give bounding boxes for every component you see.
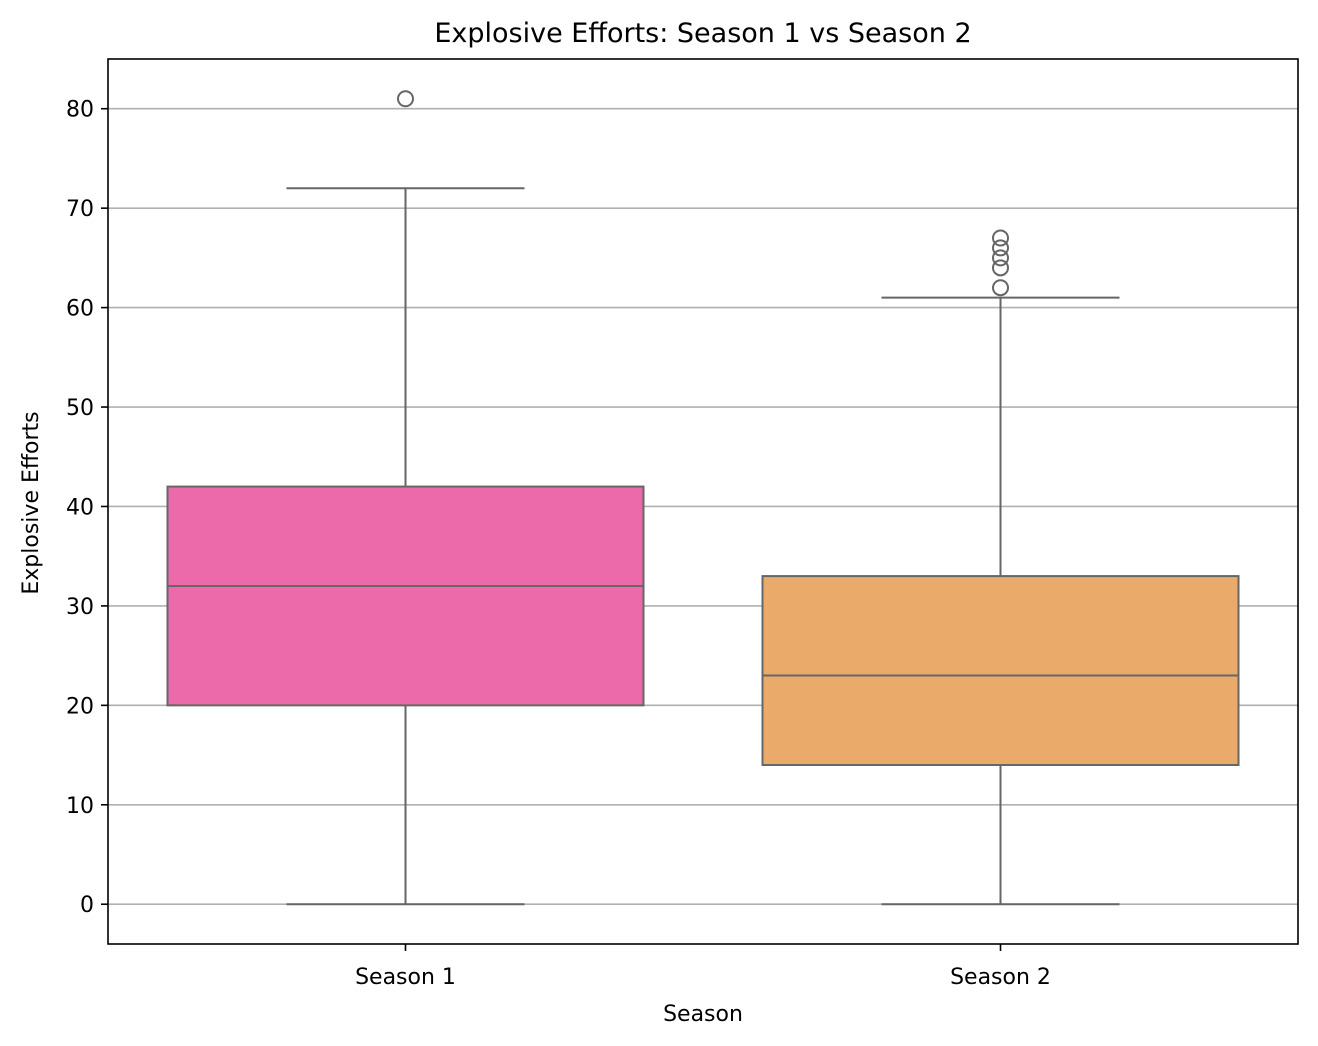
iqr-box <box>166 485 645 707</box>
outlier-point <box>992 239 1009 257</box>
x-axis: Season 1 Season 2 <box>355 944 1051 990</box>
box-series <box>166 90 1240 906</box>
y-tick-label: 0 <box>80 893 94 918</box>
y-tick-label: 30 <box>66 595 94 620</box>
y-tick-label: 20 <box>66 694 94 719</box>
box-group <box>761 229 1240 906</box>
plot-area-frame <box>107 58 1299 945</box>
outlier-point <box>397 90 414 108</box>
chart-title: Explosive Efforts: Season 1 vs Season 2 <box>434 18 971 49</box>
x-tick-label: Season 2 <box>950 965 1051 990</box>
y-axis-title: Explosive Efforts <box>19 411 44 594</box>
outlier-point <box>992 259 1009 277</box>
y-tick-label: 80 <box>66 98 94 123</box>
outlier-point <box>992 249 1009 267</box>
x-axis-title: Season <box>663 1002 743 1027</box>
outlier-point <box>992 229 1009 247</box>
y-tick-label: 40 <box>66 495 94 520</box>
outlier-point <box>992 279 1009 297</box>
y-axis: 0 10 20 30 40 50 60 70 80 <box>66 98 108 918</box>
y-tick-label: 60 <box>66 297 94 322</box>
box-group <box>166 90 645 906</box>
y-tick-label: 70 <box>66 197 94 222</box>
y-tick-label: 10 <box>66 794 94 819</box>
x-tick-label: Season 1 <box>355 965 456 990</box>
y-tick-label: 50 <box>66 396 94 421</box>
iqr-box <box>761 575 1240 767</box>
